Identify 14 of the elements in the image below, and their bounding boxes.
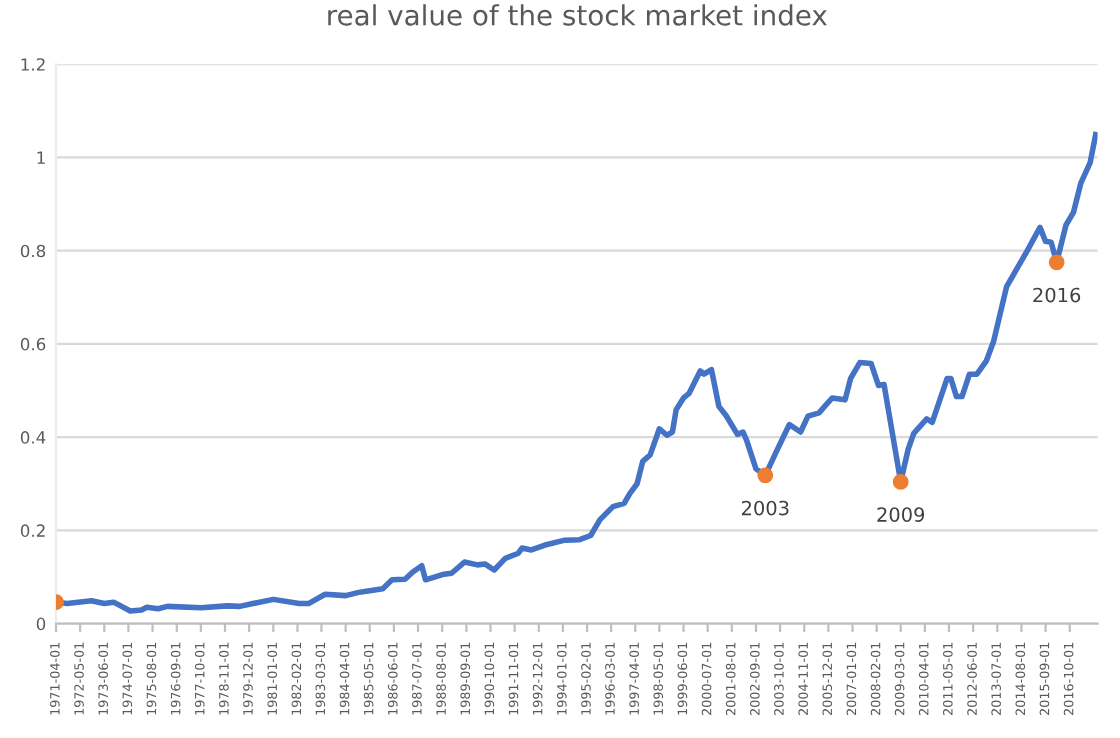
annotation: 2009 <box>877 507 925 522</box>
y-tick-label: 0.8 <box>20 244 46 258</box>
annotation: 2016 <box>1033 287 1081 303</box>
y-tick-label: 0.2 <box>20 524 45 537</box>
point <box>757 467 774 484</box>
annotation: 2003 <box>741 500 789 516</box>
chart-title: real value of the stock market index <box>328 4 827 26</box>
y-tick-label: 0 <box>36 617 46 631</box>
point <box>892 473 909 490</box>
y-tick-label: 1.2 <box>21 58 45 71</box>
y-tick-label: 0.6 <box>20 337 46 351</box>
point <box>1048 254 1065 271</box>
y-tick-label: 0.4 <box>20 431 46 444</box>
y-tick-label: 1 <box>37 151 45 164</box>
